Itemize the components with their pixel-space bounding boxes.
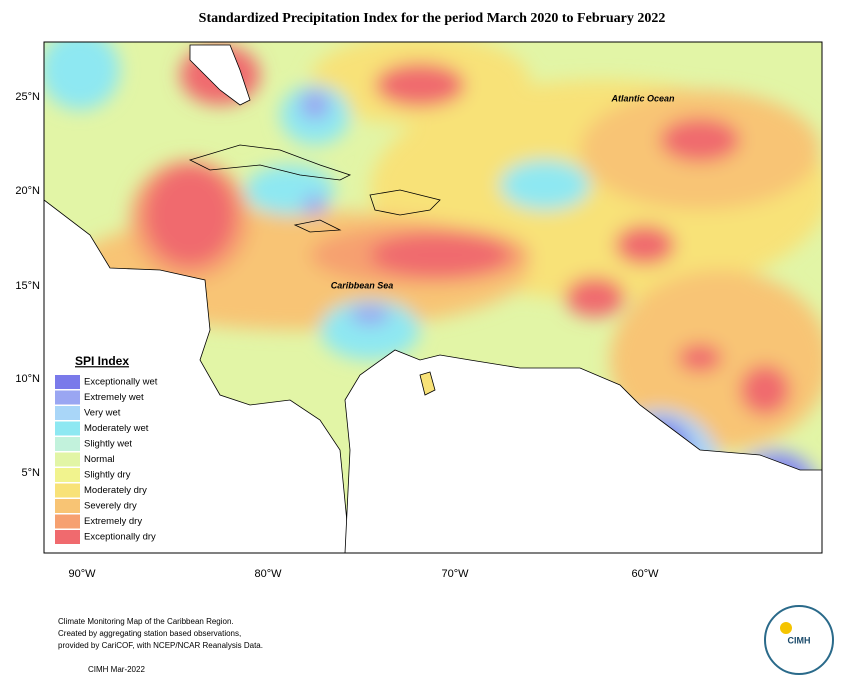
lat-label: 15°N bbox=[15, 280, 40, 292]
legend-swatch bbox=[55, 468, 80, 482]
lat-label: 25°N bbox=[15, 91, 40, 103]
legend-swatch bbox=[55, 375, 80, 389]
legend-label: Slightly wet bbox=[84, 439, 132, 450]
legend-label: Slightly dry bbox=[84, 470, 131, 481]
lon-label: 90°W bbox=[68, 568, 96, 580]
legend-label: Very wet bbox=[84, 408, 121, 419]
legend-swatch bbox=[55, 514, 80, 529]
legend-label: Normal bbox=[84, 454, 115, 465]
legend-swatch bbox=[55, 499, 80, 513]
footer-date: CIMH Mar-2022 bbox=[88, 665, 145, 674]
legend-label: Moderately dry bbox=[84, 485, 147, 496]
lat-label: 10°N bbox=[15, 373, 40, 385]
legend-label: Severely dry bbox=[84, 501, 137, 512]
footer-line: Created by aggregating station based obs… bbox=[58, 629, 241, 638]
logo-text: CIMH bbox=[788, 635, 811, 645]
legend-label: Extremely dry bbox=[84, 516, 142, 527]
legend-swatch bbox=[55, 390, 80, 405]
legend-swatch bbox=[55, 452, 80, 467]
lat-label: 5°N bbox=[22, 467, 41, 479]
place-label: Atlantic Ocean bbox=[610, 93, 675, 103]
legend-swatch bbox=[55, 421, 80, 436]
legend-label: Exceptionally wet bbox=[84, 377, 158, 388]
lon-label: 70°W bbox=[441, 568, 469, 580]
legend-label: Moderately wet bbox=[84, 423, 149, 434]
map-title: Standardized Precipitation Index for the… bbox=[199, 11, 666, 26]
lon-label: 60°W bbox=[631, 568, 659, 580]
logo-ring bbox=[764, 605, 834, 675]
legend-title: SPI Index bbox=[75, 354, 129, 368]
legend-swatch bbox=[55, 437, 80, 451]
legend-swatch bbox=[55, 530, 80, 544]
lon-label: 80°W bbox=[254, 568, 282, 580]
footer-line: provided by CariCOF, with NCEP/NCAR Rean… bbox=[58, 641, 263, 650]
legend-label: Exceptionally dry bbox=[84, 532, 156, 543]
legend-swatch bbox=[55, 406, 80, 420]
lat-label: 20°N bbox=[15, 185, 40, 197]
place-label: Caribbean Sea bbox=[331, 280, 394, 290]
map-frame bbox=[43, 41, 823, 554]
logo-sun bbox=[780, 622, 792, 634]
legend-label: Extremely wet bbox=[84, 392, 144, 403]
footer-line: Climate Monitoring Map of the Caribbean … bbox=[58, 617, 234, 626]
legend-swatch bbox=[55, 483, 80, 498]
